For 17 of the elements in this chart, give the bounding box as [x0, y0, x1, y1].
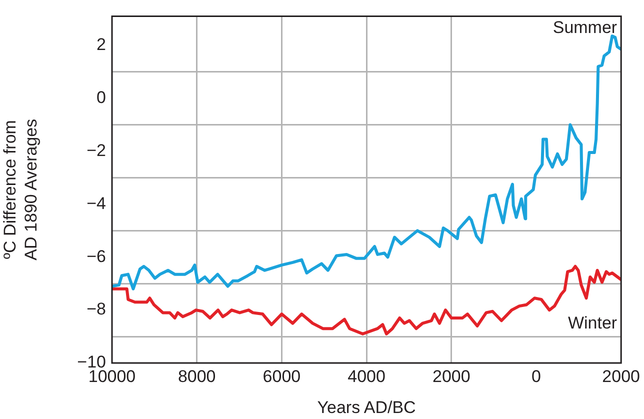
- series-label: Winter: [568, 313, 618, 332]
- x-tick-label: 10000: [88, 366, 136, 386]
- x-tick-label: 2000: [432, 366, 470, 386]
- x-tick-label: 2000: [602, 366, 640, 386]
- series-label: Summer: [552, 18, 618, 37]
- x-tick-label: 6000: [262, 366, 301, 386]
- x-tick-label: 0: [532, 366, 541, 386]
- y-tick-label: 2: [96, 35, 106, 54]
- y-tick-label: −6: [86, 246, 106, 266]
- y-tick-label: −2: [86, 140, 106, 160]
- x-axis-title: Years AD/BC: [317, 398, 416, 418]
- y-tick-label: −4: [86, 194, 106, 213]
- y-axis-title: ºC Difference from AD 1890 Averages: [0, 118, 41, 260]
- x-tick-label: 4000: [348, 366, 386, 386]
- y-tick-label: 0: [96, 88, 106, 107]
- y-tick-label: −8: [86, 300, 106, 319]
- x-tick-label: 8000: [178, 366, 216, 386]
